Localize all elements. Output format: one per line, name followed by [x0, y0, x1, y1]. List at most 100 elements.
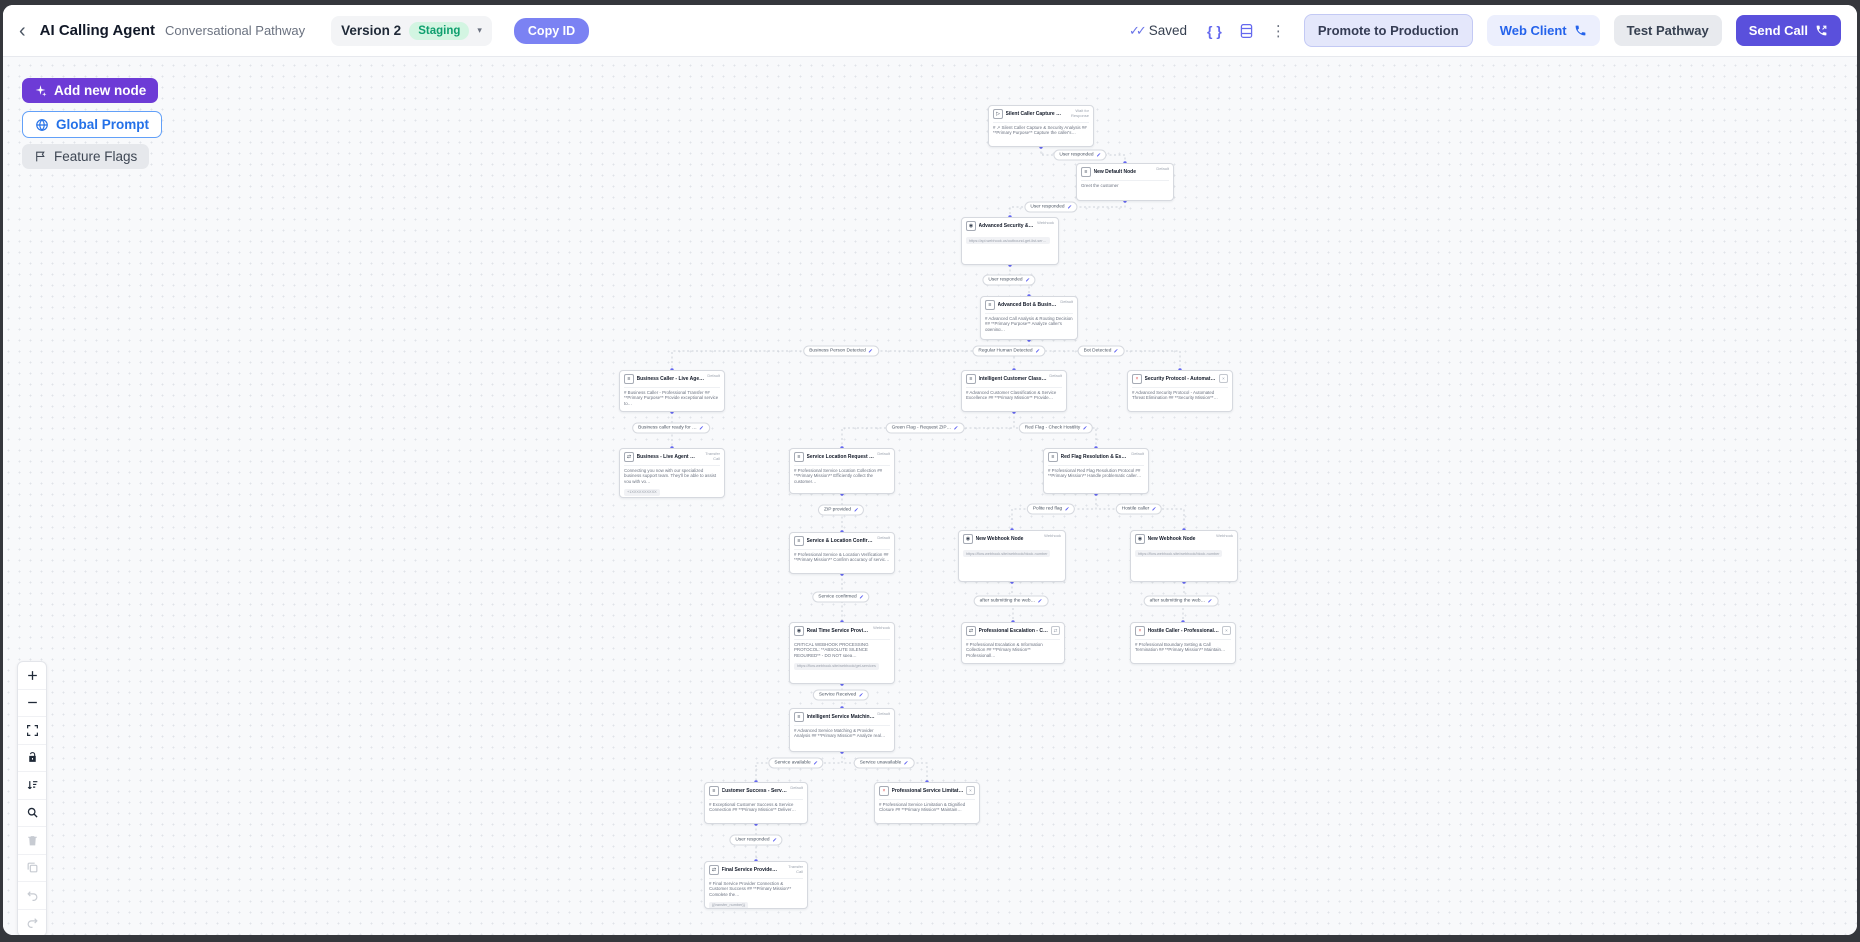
flow-node-service-location-confirmation[interactable]: ≡Service & Location ConfirmationDefault #…: [789, 532, 895, 574]
send-call-label: Send Call: [1748, 23, 1808, 38]
end-call-icon: ×: [966, 786, 975, 795]
test-pathway-button[interactable]: Test Pathway: [1613, 15, 1722, 46]
feature-flags-button[interactable]: Feature Flags: [22, 144, 150, 169]
node-type-icon: ≡: [794, 536, 804, 546]
edge-label-e9[interactable]: Red Flag - Check Hostility: [1018, 422, 1094, 434]
flow-node-customer-success-service[interactable]: ≡ Customer Success - Service… Default # Exc…: [704, 782, 808, 824]
web-client-button[interactable]: Web Client: [1486, 15, 1600, 46]
edge-label-e4[interactable]: Business Person Detected: [803, 345, 879, 357]
node-value-pill: https://flow.webhook.site/webhook/get-se…: [794, 662, 879, 670]
node-type-icon: ×: [879, 786, 889, 796]
node-type-badge: Default: [790, 785, 803, 790]
edge-label-e6[interactable]: Bot Detected: [1077, 345, 1125, 357]
edge-label-e5[interactable]: Regular Human Detected: [972, 345, 1046, 357]
flow-node-intelligent-customer-classification[interactable]: ≡Intelligent Customer Classificatio…Defa…: [961, 370, 1067, 412]
add-new-node-label: Add new node: [54, 83, 147, 98]
flow-node-intelligent-service-matching[interactable]: ≡Intelligent Service Matching &…Default #…: [789, 708, 895, 752]
flow-node-business-caller-live-agent[interactable]: ≡ Business Caller - Live Agent… Default # B…: [619, 370, 725, 412]
copy-id-button[interactable]: Copy ID: [513, 17, 590, 44]
edge-label-e7[interactable]: Business caller ready for …: [632, 422, 710, 434]
edge-label-e10[interactable]: ZIP provided: [817, 504, 865, 516]
flow-node-new-webhook-node-2[interactable]: ◉ New Webhook Node Webhook https://flow.web…: [1130, 530, 1238, 582]
edge-label-e8[interactable]: Green Flag - Request ZIP…: [885, 422, 965, 434]
node-prompt-preview: # Exceptional Customer Success & Service…: [709, 798, 803, 814]
node-type-icon: ≡: [794, 712, 804, 722]
node-type-icon: ≡: [1048, 452, 1058, 462]
app-window: ▷ Silent Caller Capture &… Wait for Respon…: [3, 5, 1857, 935]
edge-label-e13[interactable]: Service confirmed: [812, 591, 870, 603]
edge-label-e12[interactable]: Hostile caller: [1115, 503, 1163, 515]
flow-node-advanced-security-webhook[interactable]: ◉Advanced Security & Busines…Webhook http…: [961, 217, 1059, 265]
auto-layout-button[interactable]: [18, 772, 46, 800]
node-type-icon: ×: [1132, 374, 1142, 384]
node-value-pill: https://flow.webhook.site/webhook/block-…: [1135, 550, 1223, 557]
redo-button: [18, 910, 46, 936]
flow-node-service-location-request-zip[interactable]: ≡Service Location Request - ZIP…Default #…: [789, 448, 895, 494]
flow-node-new-default-node[interactable]: ≡ New Default Node Default Greet the custom…: [1076, 163, 1174, 201]
edge-label-e19[interactable]: User responded: [729, 834, 783, 846]
add-new-node-button[interactable]: Add new node: [22, 78, 159, 103]
pencil-icon: [813, 761, 818, 765]
edge-label-e18[interactable]: Service unavailable: [853, 757, 915, 769]
flow-node-business-live-agent-transfer[interactable]: ⇄Business - Live Agent Transfer Transfer …: [619, 448, 725, 498]
pencil-icon: [1152, 507, 1156, 511]
edge-label-e2[interactable]: User responded: [1024, 201, 1078, 213]
pathway-canvas[interactable]: ▷ Silent Caller Capture &… Wait for Respon…: [3, 5, 1857, 935]
edge-label-e17[interactable]: Service available: [768, 757, 824, 769]
edge-label-e15[interactable]: after submitting the web…: [1143, 595, 1219, 607]
search-button[interactable]: [18, 800, 46, 827]
version-selector[interactable]: Version 2 Staging ▾: [331, 15, 492, 46]
page-subtitle: Conversational Pathway: [164, 23, 306, 38]
node-type-icon: ⇄: [966, 626, 976, 636]
database-icon[interactable]: [1240, 23, 1253, 38]
edge-label-e16[interactable]: Service Received: [812, 689, 870, 701]
flow-node-professional-escalation[interactable]: ⇄Professional Escalation - Custo…⇄ # Prof…: [961, 622, 1065, 664]
globe-icon: [36, 118, 48, 131]
flow-node-final-service-provider[interactable]: ⇄ Final Service Provider… Transfer Call # F…: [704, 861, 808, 909]
pencil-icon: [1038, 599, 1042, 603]
copy-button: [18, 855, 46, 882]
global-prompt-button[interactable]: Global Prompt: [22, 111, 163, 138]
back-button[interactable]: ‹: [19, 19, 26, 42]
flow-node-new-webhook-node-1[interactable]: ◉ New Webhook Node Webhook https://flow.web…: [958, 530, 1066, 582]
node-type-badge: Webhook: [1216, 533, 1233, 538]
zoom-out-button[interactable]: [18, 690, 46, 717]
node-title: Professional Service Limitation …: [891, 787, 964, 794]
flow-node-security-protocol-automated[interactable]: × Security Protocol - Automated… × # Advanc…: [1127, 370, 1233, 412]
node-title: Advanced Security & Busines…: [978, 222, 1035, 229]
flow-node-advanced-bot-business[interactable]: ≡Advanced Bot & Business…Default # Advanc…: [980, 296, 1078, 340]
flow-node-hostile-caller-professional[interactable]: × Hostile Caller - Professional… × # Profes…: [1130, 622, 1236, 664]
flow-node-red-flag-resolution[interactable]: ≡Red Flag Resolution & Escalation…Defaul…: [1043, 448, 1149, 494]
node-prompt-preview: # Professional Boundary Setting & Call T…: [1135, 638, 1231, 654]
node-type-badge: Wait for Response: [1070, 108, 1089, 118]
json-braces-icon[interactable]: { }: [1207, 22, 1222, 39]
zoom-in-icon: [27, 670, 37, 680]
flow-node-real-time-service-provider[interactable]: ◉ Real Time Service Provider… Webhook CRITI…: [789, 622, 895, 684]
pencil-icon: [859, 693, 863, 697]
lock-button[interactable]: [18, 745, 46, 772]
fit-view-button[interactable]: [18, 717, 46, 745]
staging-badge: Staging: [409, 21, 470, 40]
node-prompt-preview: # ↗ Silent Caller Capture & Security Ana…: [993, 121, 1089, 137]
end-call-icon: ×: [1222, 626, 1231, 635]
flow-node-professional-service-limitation[interactable]: ×Professional Service Limitation …× # Pro…: [874, 782, 980, 824]
node-prompt-preview: Connecting you now with our specialized …: [624, 464, 720, 483]
edge-label-e14[interactable]: after submitting the web…: [973, 595, 1049, 607]
node-prompt-preview: # Professional Service Limitation & Dign…: [879, 798, 975, 814]
edge-label-e11[interactable]: Polite red flag: [1026, 503, 1076, 515]
node-type-icon: ≡: [709, 786, 719, 796]
web-client-label: Web Client: [1499, 23, 1567, 38]
edge-label-e3[interactable]: User responded: [982, 274, 1036, 286]
node-type-icon: ≡: [966, 374, 976, 384]
node-title: Advanced Bot & Business…: [997, 301, 1058, 308]
node-type-badge: Default: [1156, 166, 1169, 171]
edge-label-text: Business caller ready for …: [638, 425, 697, 431]
edge-label-text: User responded: [988, 277, 1023, 283]
zoom-in-button[interactable]: [18, 662, 46, 690]
send-call-button[interactable]: Send Call: [1735, 15, 1841, 46]
flow-node-silent-caller-capture[interactable]: ▷ Silent Caller Capture &… Wait for Respon…: [988, 105, 1094, 147]
edge-label-e1[interactable]: User responded: [1053, 149, 1107, 161]
promote-to-production-button[interactable]: Promote to Production: [1303, 14, 1473, 47]
more-options-icon[interactable]: ⋮: [1270, 22, 1286, 40]
node-prompt-preview: # Business Caller - Professional Transfe…: [624, 386, 720, 405]
